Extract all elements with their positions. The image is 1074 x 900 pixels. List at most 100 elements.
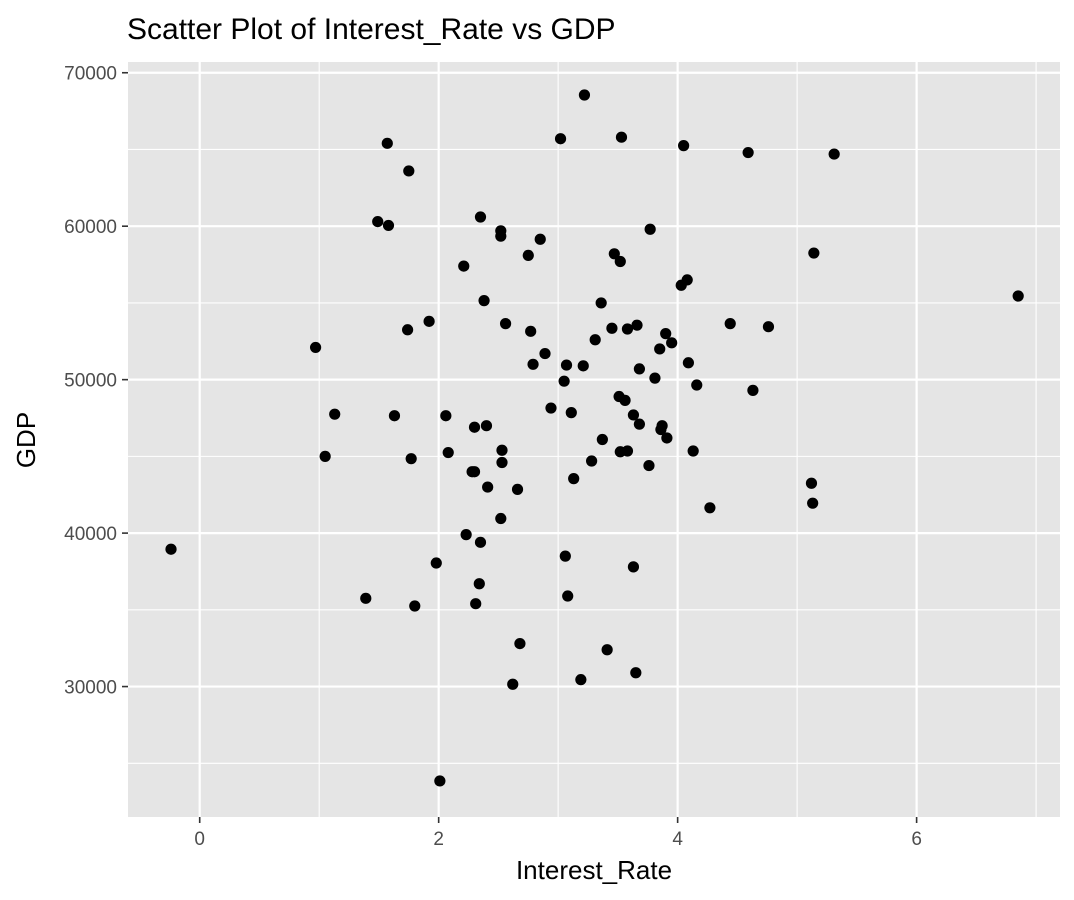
data-point bbox=[442, 446, 454, 459]
data-point bbox=[666, 337, 678, 349]
data-point bbox=[409, 600, 421, 612]
data-point bbox=[319, 450, 331, 462]
data-point bbox=[568, 473, 580, 485]
data-point bbox=[615, 131, 628, 143]
data-point bbox=[360, 592, 372, 604]
data-point bbox=[577, 360, 589, 372]
data-point bbox=[559, 550, 571, 562]
data-point bbox=[608, 248, 620, 260]
data-point bbox=[480, 420, 493, 432]
data-point bbox=[554, 133, 567, 145]
x-tick-label: 6 bbox=[911, 829, 922, 850]
data-point bbox=[522, 249, 534, 261]
data-point bbox=[687, 445, 699, 457]
y-tick-label: 70000 bbox=[64, 64, 117, 85]
data-point bbox=[601, 644, 613, 656]
data-point bbox=[742, 146, 754, 159]
data-point bbox=[382, 219, 395, 232]
data-point bbox=[482, 481, 494, 493]
data-point bbox=[474, 536, 487, 548]
plot-panel bbox=[128, 62, 1060, 817]
data-point bbox=[627, 409, 640, 421]
y-tick-label: 40000 bbox=[64, 524, 117, 545]
x-axis-label: Interest_Rate bbox=[516, 855, 672, 885]
data-point bbox=[496, 456, 508, 469]
major-grid bbox=[128, 62, 1060, 817]
data-point bbox=[473, 578, 485, 590]
data-point bbox=[691, 379, 703, 391]
data-point bbox=[527, 358, 539, 370]
data-point bbox=[430, 557, 442, 569]
data-point bbox=[381, 137, 393, 149]
data-point bbox=[525, 325, 537, 337]
data-point bbox=[619, 394, 631, 406]
data-point bbox=[458, 260, 470, 272]
data-point bbox=[165, 543, 177, 555]
x-tick-label: 4 bbox=[672, 829, 683, 850]
data-point bbox=[434, 775, 446, 787]
data-point bbox=[654, 343, 666, 355]
data-point bbox=[470, 598, 482, 610]
data-point bbox=[560, 359, 573, 371]
data-point bbox=[621, 323, 634, 335]
data-point bbox=[644, 223, 656, 235]
data-point bbox=[514, 637, 526, 650]
data-point bbox=[495, 230, 507, 242]
data-point bbox=[621, 445, 634, 457]
y-tick-label: 50000 bbox=[64, 371, 117, 392]
data-point bbox=[614, 255, 626, 268]
data-point bbox=[388, 410, 401, 422]
data-point bbox=[633, 363, 646, 375]
data-point bbox=[562, 590, 574, 602]
data-point bbox=[805, 477, 818, 489]
data-point bbox=[589, 334, 601, 346]
data-point bbox=[586, 455, 598, 467]
data-point bbox=[633, 418, 646, 430]
y-axis: 30000 40000 50000 60000 70000 bbox=[64, 64, 128, 699]
data-point bbox=[478, 295, 490, 307]
data-point bbox=[499, 318, 512, 330]
data-point bbox=[534, 233, 546, 245]
y-tick-label: 60000 bbox=[64, 217, 117, 238]
data-point bbox=[678, 140, 690, 152]
data-point bbox=[606, 322, 618, 334]
data-point bbox=[440, 410, 452, 422]
data-point bbox=[474, 211, 487, 223]
x-tick-label: 2 bbox=[433, 829, 444, 850]
data-point bbox=[460, 529, 472, 541]
data-point bbox=[423, 315, 435, 327]
data-point bbox=[402, 324, 414, 336]
data-point bbox=[511, 483, 524, 495]
y-tick-label: 30000 bbox=[64, 678, 117, 699]
data-point bbox=[595, 297, 607, 309]
data-point bbox=[627, 561, 640, 573]
data-point bbox=[762, 321, 775, 333]
data-point bbox=[565, 407, 577, 419]
data-point bbox=[405, 453, 417, 465]
data-point bbox=[656, 420, 668, 432]
y-axis-label: GDP bbox=[11, 412, 41, 468]
data-point bbox=[596, 433, 608, 446]
data-point bbox=[372, 215, 384, 228]
data-point bbox=[329, 408, 341, 420]
x-tick-label: 0 bbox=[194, 829, 205, 850]
data-point bbox=[807, 497, 819, 509]
data-point bbox=[309, 341, 322, 354]
data-point bbox=[681, 274, 693, 286]
data-point bbox=[496, 444, 508, 456]
data-point bbox=[828, 148, 840, 160]
data-point bbox=[661, 432, 673, 444]
data-point bbox=[808, 247, 820, 259]
data-point bbox=[539, 347, 551, 360]
data-point bbox=[507, 678, 519, 690]
minor-grid bbox=[128, 62, 1060, 817]
data-point bbox=[747, 384, 759, 396]
data-point bbox=[495, 512, 507, 525]
data-point bbox=[545, 402, 557, 414]
data-point bbox=[630, 667, 642, 679]
data-point bbox=[682, 357, 694, 369]
data-point bbox=[660, 328, 672, 340]
x-axis: 0 2 4 6 bbox=[194, 817, 922, 850]
data-point bbox=[724, 318, 736, 330]
data-point bbox=[468, 466, 481, 478]
